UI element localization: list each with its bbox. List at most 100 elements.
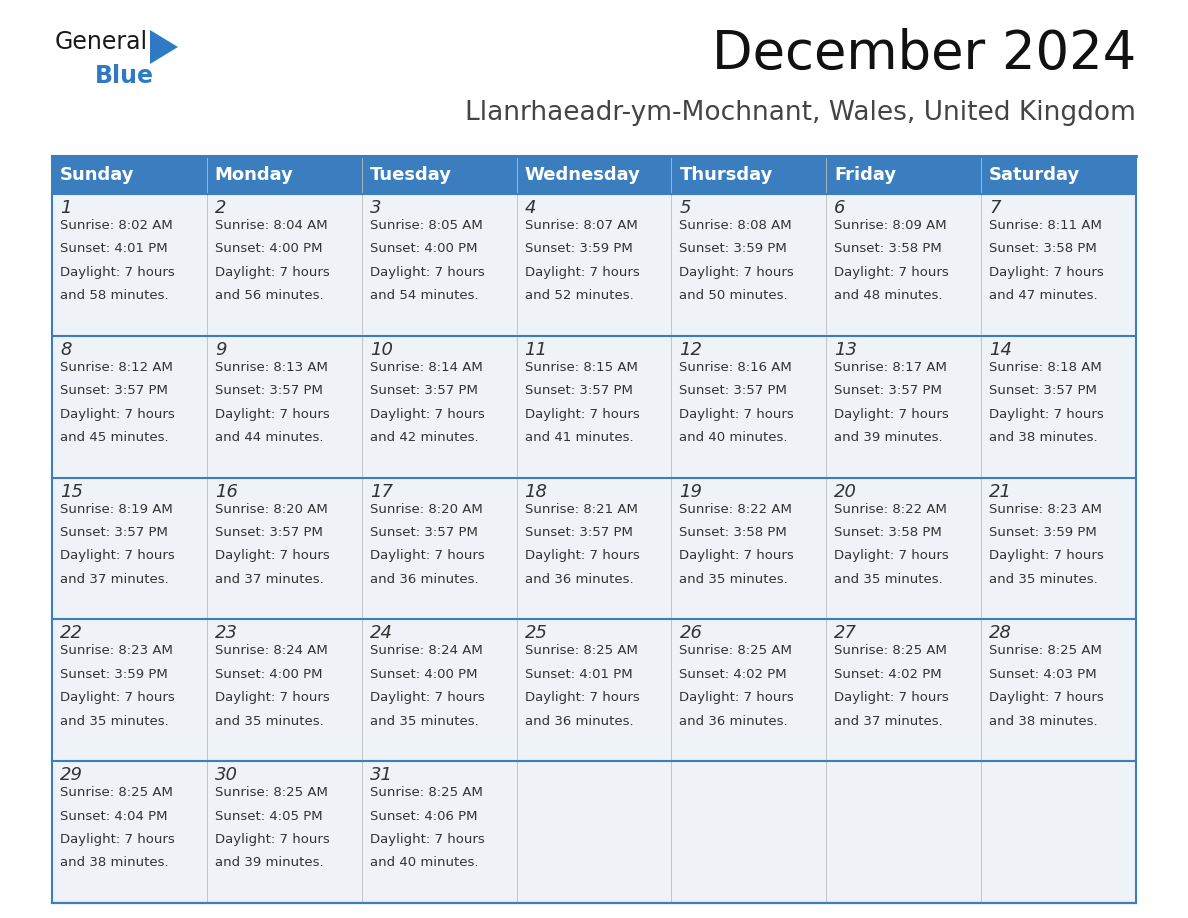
- Bar: [517, 194, 671, 336]
- Text: and 50 minutes.: and 50 minutes.: [680, 289, 788, 302]
- Text: and 36 minutes.: and 36 minutes.: [680, 714, 788, 728]
- Bar: [517, 620, 671, 761]
- Bar: [827, 336, 981, 477]
- Text: Sunrise: 8:05 AM: Sunrise: 8:05 AM: [369, 219, 482, 232]
- Bar: [671, 477, 827, 620]
- Text: Sunrise: 8:08 AM: Sunrise: 8:08 AM: [680, 219, 792, 232]
- Text: Wednesday: Wednesday: [525, 166, 640, 184]
- Text: Daylight: 7 hours: Daylight: 7 hours: [680, 549, 795, 563]
- Text: Saturday: Saturday: [990, 166, 1080, 184]
- Text: 13: 13: [834, 341, 858, 359]
- Text: 26: 26: [680, 624, 702, 643]
- Text: Sunrise: 8:09 AM: Sunrise: 8:09 AM: [834, 219, 947, 232]
- Text: 20: 20: [834, 483, 858, 500]
- Text: Sunset: 4:00 PM: Sunset: 4:00 PM: [369, 667, 478, 681]
- Text: Tuesday: Tuesday: [369, 166, 451, 184]
- Text: and 40 minutes.: and 40 minutes.: [680, 431, 788, 444]
- Text: General: General: [55, 30, 148, 54]
- Text: Sunset: 4:02 PM: Sunset: 4:02 PM: [834, 667, 942, 681]
- Text: and 36 minutes.: and 36 minutes.: [525, 573, 633, 586]
- Text: Sunset: 4:01 PM: Sunset: 4:01 PM: [61, 242, 168, 255]
- Text: 4: 4: [525, 199, 536, 217]
- Text: Daylight: 7 hours: Daylight: 7 hours: [525, 549, 639, 563]
- Text: Daylight: 7 hours: Daylight: 7 hours: [215, 549, 329, 563]
- Text: Sunrise: 8:25 AM: Sunrise: 8:25 AM: [215, 786, 328, 800]
- Text: Sunset: 4:05 PM: Sunset: 4:05 PM: [215, 810, 322, 823]
- Text: Sunset: 3:57 PM: Sunset: 3:57 PM: [525, 385, 632, 397]
- Text: Daylight: 7 hours: Daylight: 7 hours: [834, 691, 949, 704]
- Text: December 2024: December 2024: [712, 28, 1136, 80]
- Text: Sunset: 3:59 PM: Sunset: 3:59 PM: [525, 242, 632, 255]
- Text: Sunrise: 8:25 AM: Sunrise: 8:25 AM: [834, 644, 947, 657]
- Text: Sunrise: 8:14 AM: Sunrise: 8:14 AM: [369, 361, 482, 374]
- Bar: [981, 194, 1136, 336]
- Bar: [517, 156, 671, 194]
- Text: Sunrise: 8:25 AM: Sunrise: 8:25 AM: [680, 644, 792, 657]
- Text: 7: 7: [990, 199, 1000, 217]
- Text: Sunrise: 8:04 AM: Sunrise: 8:04 AM: [215, 219, 328, 232]
- Bar: [827, 194, 981, 336]
- Text: Sunset: 3:59 PM: Sunset: 3:59 PM: [680, 242, 788, 255]
- Bar: [671, 156, 827, 194]
- Text: Sunset: 3:57 PM: Sunset: 3:57 PM: [215, 526, 323, 539]
- Text: 18: 18: [525, 483, 548, 500]
- Text: Sunrise: 8:16 AM: Sunrise: 8:16 AM: [680, 361, 792, 374]
- Text: Sunrise: 8:11 AM: Sunrise: 8:11 AM: [990, 219, 1102, 232]
- Bar: [52, 620, 207, 761]
- Text: and 35 minutes.: and 35 minutes.: [215, 714, 323, 728]
- Text: 23: 23: [215, 624, 238, 643]
- Bar: [671, 761, 827, 903]
- Text: 28: 28: [990, 624, 1012, 643]
- Polygon shape: [150, 30, 178, 64]
- Bar: [207, 156, 361, 194]
- Text: 17: 17: [369, 483, 393, 500]
- Text: and 35 minutes.: and 35 minutes.: [680, 573, 788, 586]
- Text: 9: 9: [215, 341, 227, 359]
- Bar: [361, 477, 517, 620]
- Bar: [981, 477, 1136, 620]
- Text: Sunset: 3:57 PM: Sunset: 3:57 PM: [834, 385, 942, 397]
- Text: Sunrise: 8:23 AM: Sunrise: 8:23 AM: [61, 644, 173, 657]
- Text: 22: 22: [61, 624, 83, 643]
- Text: and 38 minutes.: and 38 minutes.: [61, 856, 169, 869]
- Text: Sunset: 3:57 PM: Sunset: 3:57 PM: [680, 385, 788, 397]
- Bar: [361, 761, 517, 903]
- Text: 19: 19: [680, 483, 702, 500]
- Text: Sunrise: 8:17 AM: Sunrise: 8:17 AM: [834, 361, 947, 374]
- Text: and 40 minutes.: and 40 minutes.: [369, 856, 479, 869]
- Text: and 35 minutes.: and 35 minutes.: [369, 714, 479, 728]
- Text: Sunset: 3:57 PM: Sunset: 3:57 PM: [61, 526, 168, 539]
- Text: Daylight: 7 hours: Daylight: 7 hours: [61, 266, 175, 279]
- Text: Daylight: 7 hours: Daylight: 7 hours: [215, 408, 329, 420]
- Text: 25: 25: [525, 624, 548, 643]
- Text: Sunset: 3:58 PM: Sunset: 3:58 PM: [680, 526, 788, 539]
- Text: Daylight: 7 hours: Daylight: 7 hours: [61, 549, 175, 563]
- Text: Friday: Friday: [834, 166, 897, 184]
- Text: Daylight: 7 hours: Daylight: 7 hours: [990, 691, 1104, 704]
- Text: Daylight: 7 hours: Daylight: 7 hours: [215, 691, 329, 704]
- Bar: [517, 761, 671, 903]
- Text: Blue: Blue: [95, 64, 154, 88]
- Text: Daylight: 7 hours: Daylight: 7 hours: [990, 266, 1104, 279]
- Text: Daylight: 7 hours: Daylight: 7 hours: [369, 691, 485, 704]
- Text: 2: 2: [215, 199, 227, 217]
- Text: Daylight: 7 hours: Daylight: 7 hours: [369, 833, 485, 846]
- Bar: [207, 194, 361, 336]
- Bar: [827, 761, 981, 903]
- Text: Sunset: 3:58 PM: Sunset: 3:58 PM: [834, 242, 942, 255]
- Text: 5: 5: [680, 199, 691, 217]
- Text: and 35 minutes.: and 35 minutes.: [834, 573, 943, 586]
- Bar: [361, 620, 517, 761]
- Text: Sunrise: 8:22 AM: Sunrise: 8:22 AM: [834, 502, 947, 516]
- Text: Daylight: 7 hours: Daylight: 7 hours: [61, 833, 175, 846]
- Bar: [52, 156, 1136, 903]
- Text: Daylight: 7 hours: Daylight: 7 hours: [834, 266, 949, 279]
- Bar: [517, 336, 671, 477]
- Text: Sunrise: 8:20 AM: Sunrise: 8:20 AM: [369, 502, 482, 516]
- Bar: [207, 620, 361, 761]
- Text: Sunday: Sunday: [61, 166, 134, 184]
- Text: 8: 8: [61, 341, 71, 359]
- Bar: [981, 336, 1136, 477]
- Text: Thursday: Thursday: [680, 166, 773, 184]
- Bar: [827, 477, 981, 620]
